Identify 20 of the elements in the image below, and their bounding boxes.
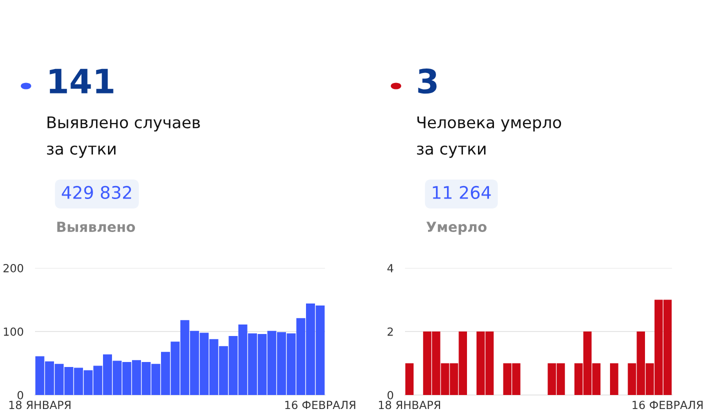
text: Выявлено	[57, 222, 135, 232]
bar	[610, 363, 618, 395]
chart-subtitle: Выявлено случаев за сутки	[47, 116, 200, 158]
text: Умерло	[426, 222, 487, 235]
y-tick-label: 200	[3, 264, 24, 272]
x-tick-label: 16 ФЕВРАЛЯ	[285, 400, 356, 410]
y-tick-label: 100	[4, 327, 24, 336]
y-tick-label: 2	[388, 327, 393, 336]
y-tick-label: 0	[388, 390, 394, 400]
x-tick-label: 16 ФЕВРАЛЯ	[632, 400, 703, 410]
x-tick-label: 18 ЯНВАРЯ	[378, 400, 440, 410]
bar	[405, 363, 414, 395]
y-tick-label: 0	[18, 390, 24, 400]
chart-subtitle: Человека умерло за сутки	[417, 116, 562, 158]
text: 429 832	[62, 186, 132, 200]
text: 11 264	[432, 186, 491, 200]
chart-title: 3	[418, 68, 437, 94]
x-tick-label: 18 ЯНВАРЯ	[9, 400, 70, 410]
chart-title: 141	[50, 68, 114, 94]
y-tick-label: 4	[387, 264, 394, 272]
